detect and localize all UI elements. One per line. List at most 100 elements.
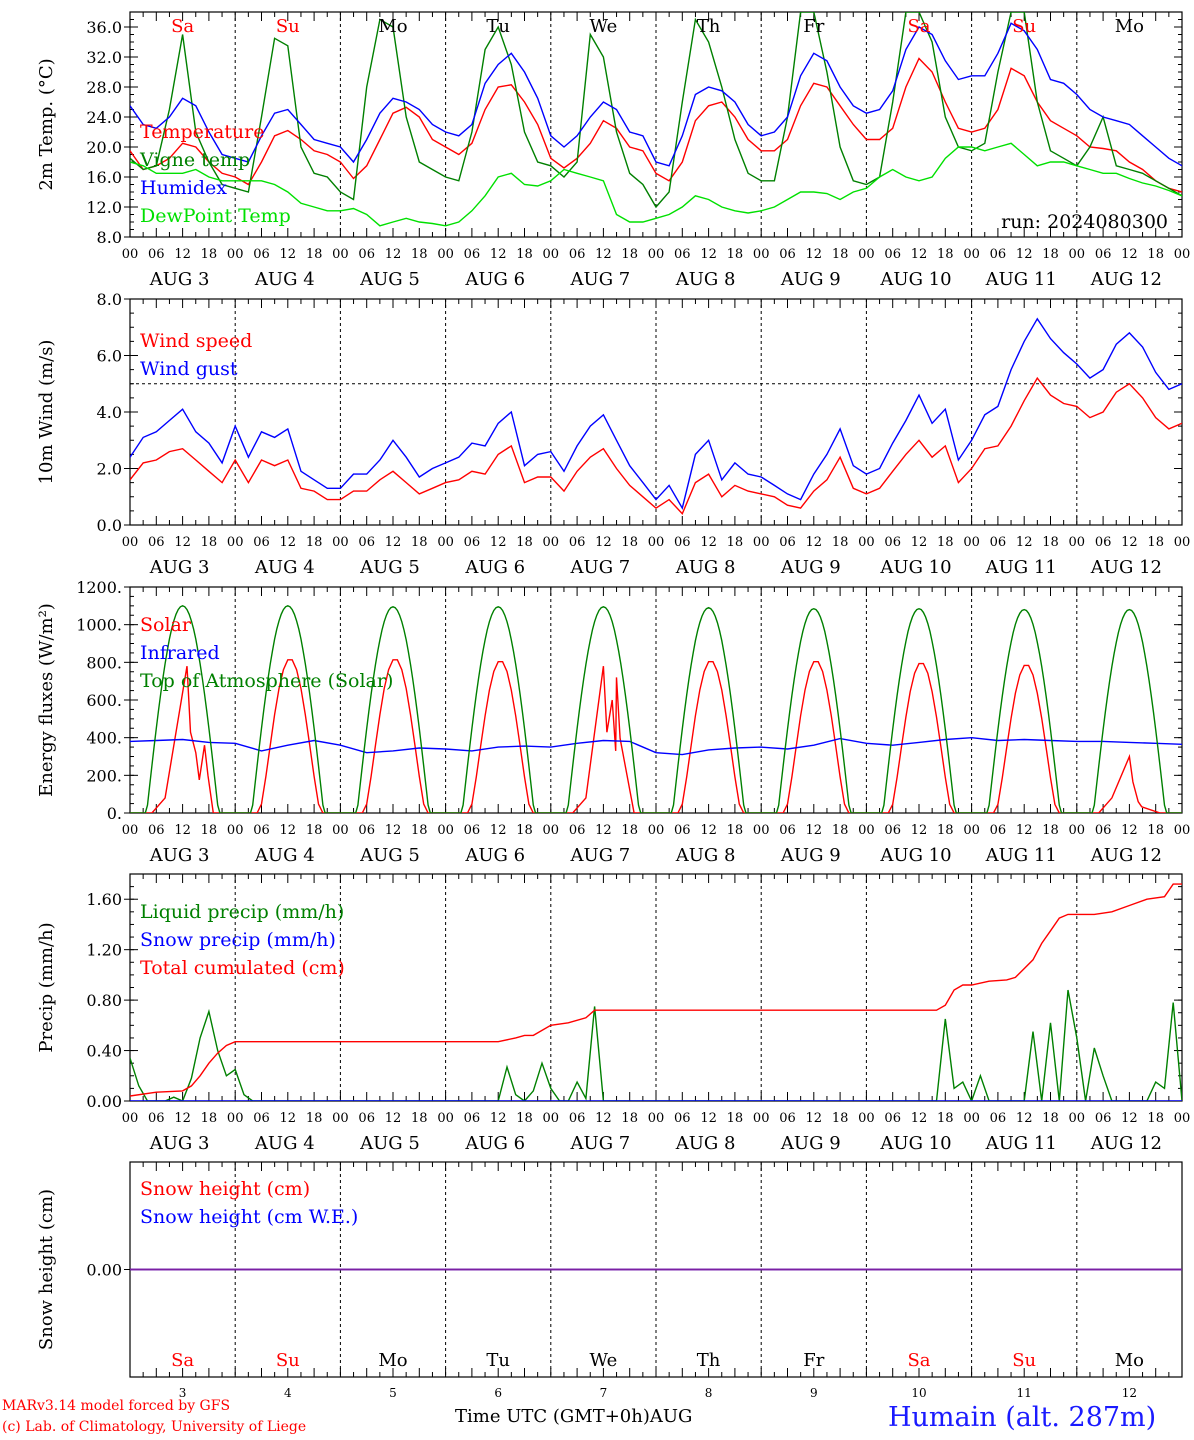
- hour-tick-label: 00: [122, 247, 139, 262]
- weekday-label: Sa: [907, 1350, 930, 1371]
- day-date-label: AUG 3: [149, 845, 210, 866]
- series-line-wind-speed: [130, 376, 1182, 515]
- hour-tick-label: 12: [1016, 1111, 1033, 1126]
- hour-tick-label: 18: [621, 535, 638, 550]
- hour-tick-label: 06: [464, 247, 481, 262]
- hour-tick-label: 12: [700, 1111, 717, 1126]
- series-line-infrared: [130, 736, 1182, 756]
- hour-tick-label: 12: [700, 823, 717, 838]
- day-date-label: AUG 11: [985, 557, 1057, 578]
- day-date-label: AUG 5: [359, 1133, 420, 1154]
- hour-tick-label: 12: [595, 1111, 612, 1126]
- hour-tick-label: 12: [385, 247, 402, 262]
- hour-tick-label: 12: [174, 1111, 191, 1126]
- hour-tick-label: 18: [621, 1111, 638, 1126]
- day-date-label: AUG 8: [675, 845, 736, 866]
- hour-tick-label: 18: [411, 247, 428, 262]
- y-axis-label: 2m Temp. (°C): [36, 58, 57, 190]
- hour-tick-label: 06: [884, 1111, 901, 1126]
- hour-tick-label: 12: [1121, 823, 1138, 838]
- hour-tick-label: 06: [358, 1111, 375, 1126]
- panel-1: 8.0 12.0 16.0 20.0 24.0 28.0 32.0 36.0 2m Temp. …: [36, 11, 1190, 290]
- y-tick-label: 8.0: [97, 290, 122, 309]
- day-date-label: AUG 7: [570, 845, 631, 866]
- hour-tick-label: 18: [201, 247, 218, 262]
- run-label: run: 2024080300: [1001, 211, 1168, 233]
- hour-tick-label: 06: [253, 247, 270, 262]
- hour-tick-label: 12: [806, 535, 823, 550]
- hour-tick-label: 18: [937, 823, 954, 838]
- day-date-label: AUG 10: [879, 557, 951, 578]
- hour-tick-label: 18: [201, 1111, 218, 1126]
- day-number-label: 8: [705, 1386, 713, 1400]
- weekday-label: Th: [697, 1350, 721, 1371]
- series-line-humidex: [130, 22, 1182, 167]
- time-axis-label: Time UTC (GMT+0h)AUG: [455, 1406, 692, 1427]
- hour-tick-label: 00: [543, 535, 560, 550]
- hour-tick-label: 12: [174, 823, 191, 838]
- day-number-label: 3: [179, 1386, 187, 1400]
- hour-tick-label: 06: [990, 535, 1007, 550]
- hour-tick-label: 00: [332, 535, 349, 550]
- legend-entry: Humidex: [140, 177, 227, 199]
- hour-tick-label: 06: [990, 1111, 1007, 1126]
- hour-tick-label: 12: [700, 247, 717, 262]
- y-tick-label: 12.0: [86, 198, 122, 217]
- hour-tick-label: 12: [1016, 247, 1033, 262]
- hour-tick-label: 18: [937, 247, 954, 262]
- day-date-label: AUG 9: [780, 269, 841, 290]
- hour-tick-label: 18: [411, 535, 428, 550]
- hour-tick-label: 18: [621, 823, 638, 838]
- day-date-label: AUG 12: [1090, 845, 1162, 866]
- hour-tick-label: 06: [884, 823, 901, 838]
- hour-tick-label: 06: [674, 823, 691, 838]
- day-date-label: AUG 3: [149, 557, 210, 578]
- hour-tick-label: 00: [1069, 247, 1086, 262]
- weekday-label: Sa: [171, 16, 194, 37]
- panel-3: 0. 200. 400. 600. 800. 1000. 1200. Energy fluxe…: [36, 578, 1190, 866]
- legend-entry: Total cumulated (cm): [140, 957, 345, 979]
- y-tick-label: 6.0: [97, 347, 122, 366]
- hour-tick-label: 12: [490, 823, 507, 838]
- hour-tick-label: 00: [332, 247, 349, 262]
- y-tick-label: 16.0: [86, 168, 122, 187]
- day-date-label: AUG 4: [254, 269, 315, 290]
- day-number-label: 5: [389, 1386, 397, 1400]
- hour-tick-label: 00: [543, 1111, 560, 1126]
- hour-tick-label: 12: [385, 535, 402, 550]
- y-tick-label: 2.0: [97, 460, 122, 479]
- hour-tick-label: 06: [358, 247, 375, 262]
- hour-tick-label: 06: [779, 247, 796, 262]
- day-date-label: AUG 10: [879, 845, 951, 866]
- hour-tick-label: 06: [884, 535, 901, 550]
- hour-tick-label: 12: [385, 1111, 402, 1126]
- legend-entry: Wind gust: [140, 358, 238, 380]
- day-date-label: AUG 12: [1090, 557, 1162, 578]
- hour-tick-label: 12: [1121, 1111, 1138, 1126]
- hour-tick-label: 12: [595, 823, 612, 838]
- hour-tick-label: 00: [227, 535, 244, 550]
- hour-tick-label: 00: [1069, 823, 1086, 838]
- hour-tick-label: 12: [700, 535, 717, 550]
- hour-tick-label: 00: [437, 247, 454, 262]
- hour-tick-label: 12: [911, 823, 928, 838]
- hour-tick-label: 12: [174, 247, 191, 262]
- hour-tick-label: 06: [569, 823, 586, 838]
- hour-tick-label: 18: [727, 823, 744, 838]
- hour-tick-label: 12: [806, 823, 823, 838]
- y-tick-label: 0.: [107, 804, 122, 823]
- day-date-label: AUG 11: [985, 845, 1057, 866]
- hour-tick-label: 06: [990, 823, 1007, 838]
- y-tick-label: 20.0: [86, 138, 122, 157]
- hour-tick-label: 18: [832, 535, 849, 550]
- weekday-label: Sa: [907, 16, 930, 37]
- hour-tick-label: 06: [779, 535, 796, 550]
- day-date-label: AUG 11: [985, 1133, 1057, 1154]
- series-line-temperature: [130, 57, 1182, 193]
- day-number-label: 10: [911, 1386, 926, 1400]
- day-date-label: AUG 10: [879, 1133, 951, 1154]
- hour-tick-label: 00: [648, 535, 665, 550]
- hour-tick-label: 00: [648, 247, 665, 262]
- day-date-label: AUG 5: [359, 269, 420, 290]
- hour-tick-label: 00: [1069, 1111, 1086, 1126]
